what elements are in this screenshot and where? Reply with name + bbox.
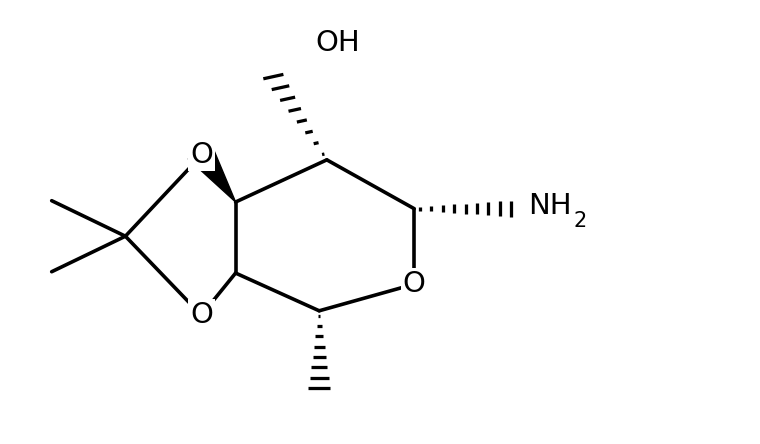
Polygon shape — [188, 152, 236, 202]
Text: OH: OH — [316, 29, 360, 57]
Text: 2: 2 — [574, 210, 587, 231]
Text: NH: NH — [528, 192, 572, 221]
Text: O: O — [190, 141, 213, 170]
Text: O: O — [403, 270, 426, 298]
Text: O: O — [190, 301, 213, 329]
